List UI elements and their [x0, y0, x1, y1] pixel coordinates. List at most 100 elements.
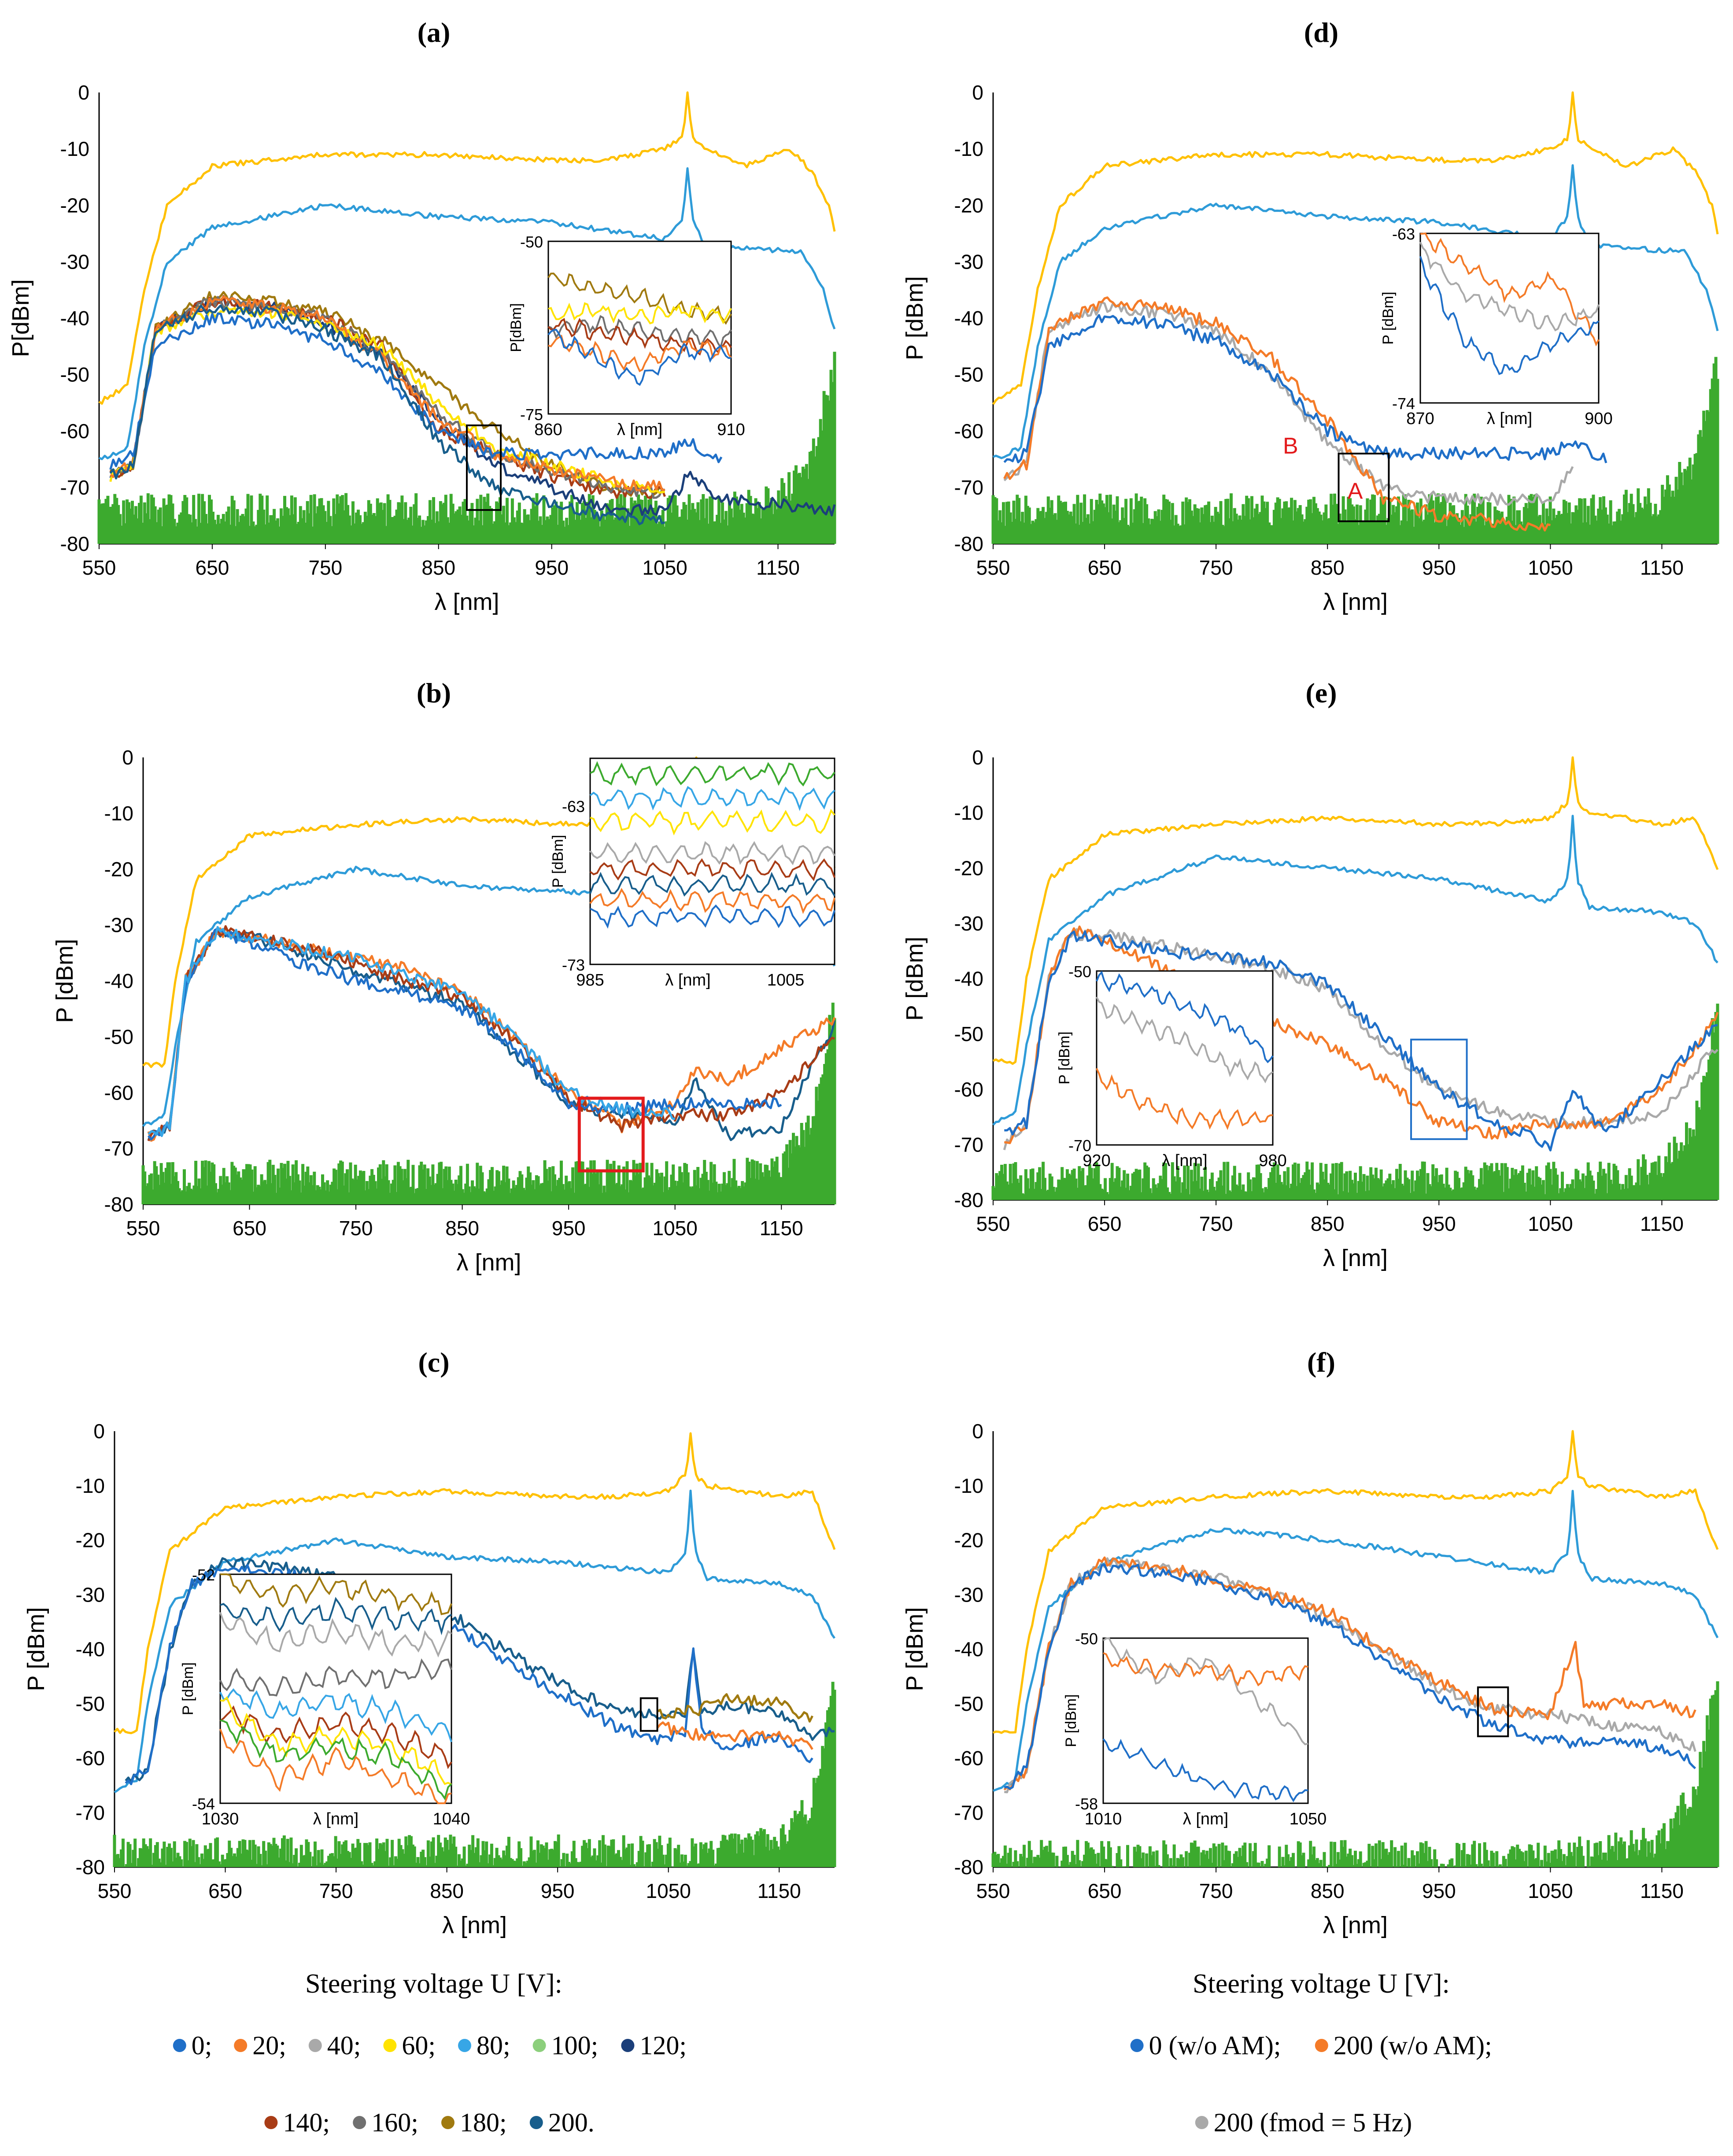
y-tick-label: -10 — [954, 137, 983, 160]
x-tick-label: 1150 — [1640, 1212, 1684, 1235]
series-line-reference-upper — [992, 91, 1719, 405]
legend-item-label: 100; — [551, 2031, 599, 2060]
inset-y-tick-label: -74 — [1392, 395, 1415, 413]
inset-y-axis-label: P [dBm] — [180, 1662, 196, 1715]
y-tick-label: -20 — [954, 194, 983, 217]
y-tick-label: -60 — [104, 1081, 133, 1104]
x-tick-label: 550 — [82, 556, 116, 579]
series-noise-floor — [991, 1681, 1719, 1867]
x-axis-label: λ [nm] — [1323, 589, 1388, 615]
legend-item-label: 40; — [327, 2031, 361, 2060]
series-noise-floor — [97, 351, 836, 544]
inset-x-tick-label: 1040 — [433, 1810, 470, 1828]
series-noise-floor — [113, 1682, 836, 1867]
inset-series-100 — [590, 761, 835, 786]
inset-series-200-fmod-5-hz- — [1102, 1637, 1308, 1746]
inset-x-tick-label: λ [nm] — [1162, 1152, 1207, 1170]
legend-marker — [532, 2039, 546, 2052]
legend-marker — [173, 2039, 186, 2052]
y-tick-label: -80 — [954, 1856, 983, 1879]
x-tick-label: 950 — [1422, 1879, 1456, 1902]
inset-x-tick-label: 985 — [576, 971, 604, 989]
x-axis-label: λ [nm] — [1323, 1912, 1388, 1938]
x-tick-label: 950 — [1422, 556, 1456, 579]
y-axis-label: P [dBm] — [902, 1607, 928, 1691]
series-line-reference-lower — [114, 1489, 836, 1794]
inset-series-20 — [589, 888, 835, 914]
inset-x-tick-label: λ [nm] — [665, 971, 710, 989]
inset-y-axis-label: P[dBm] — [508, 303, 525, 352]
legend-item-label: 200 (fmod = 5 Hz) — [1214, 2108, 1412, 2137]
inset-x-tick-label: 900 — [1585, 410, 1612, 428]
y-tick-label: -20 — [76, 1529, 105, 1552]
inset-y-tick-label: -58 — [1075, 1795, 1098, 1813]
x-tick-label: 550 — [976, 556, 1010, 579]
inset-y-tick-label: -50 — [1075, 1630, 1098, 1648]
y-tick-label: 0 — [972, 746, 983, 769]
y-tick-label: -10 — [104, 802, 133, 825]
plot-area — [113, 1432, 836, 1867]
y-tick-label: -70 — [954, 1801, 983, 1824]
inset-y-axis-label: P [dBm] — [1063, 1694, 1079, 1747]
inset-series-0-w-o-am- — [1096, 971, 1274, 1063]
inset-y-tick-label: -73 — [562, 956, 585, 974]
x-axis-label: λ [nm] — [1323, 1245, 1388, 1271]
inset-series-40 — [219, 1612, 452, 1658]
series-line-0-w-o-am- — [1004, 1563, 1696, 1790]
x-tick-label: 850 — [445, 1217, 479, 1240]
legend-marker — [234, 2039, 248, 2052]
x-tick-label: 1050 — [1528, 1879, 1573, 1902]
inset-x-tick-label: λ [nm] — [1183, 1810, 1228, 1828]
x-tick-label: 750 — [1199, 1879, 1233, 1902]
legend-marker — [441, 2116, 454, 2129]
inset-series-0-w-o-am- — [1419, 256, 1600, 375]
y-tick-label: 0 — [122, 746, 133, 769]
chart-title: (c) — [418, 1347, 449, 1378]
y-tick-label: -40 — [954, 967, 983, 990]
y-tick-label: -30 — [954, 1583, 983, 1606]
inset-x-tick-label: λ [nm] — [617, 421, 662, 439]
inset-series-100 — [220, 1719, 452, 1801]
x-tick-label: 650 — [1088, 556, 1122, 579]
y-tick-label: -50 — [954, 363, 983, 386]
legend-marker — [458, 2039, 471, 2052]
chart-title: (a) — [418, 17, 451, 48]
y-tick-label: -50 — [104, 1025, 133, 1048]
legend-item-label: 140; — [283, 2108, 330, 2137]
y-tick-label: -40 — [76, 1638, 105, 1661]
y-tick-label: -40 — [954, 307, 983, 330]
y-tick-label: -70 — [954, 476, 983, 499]
y-tick-label: -40 — [104, 970, 133, 993]
inset-frame — [219, 1573, 452, 1804]
legend-marker — [529, 2116, 543, 2129]
y-tick-label: -60 — [60, 420, 89, 443]
y-tick-label: 0 — [972, 81, 983, 104]
y-tick-label: -80 — [954, 532, 983, 555]
series-line-0-w-o-am- — [1004, 930, 1718, 1152]
series-line-reference-upper — [992, 1430, 1719, 1734]
x-tick-label: 950 — [552, 1217, 586, 1240]
legend-item-label: 0; — [192, 2031, 212, 2060]
x-tick-label: 850 — [1311, 1879, 1345, 1902]
inset-x-tick-label: 860 — [534, 421, 562, 439]
x-tick-label: 650 — [208, 1879, 242, 1902]
series-line-0 — [148, 927, 782, 1141]
legend-marker — [308, 2039, 322, 2052]
inset-x-tick-label: 1030 — [202, 1810, 239, 1828]
annotation-label: A — [1348, 479, 1363, 504]
legend-left: Steering voltage U [V]: 0; 20; 40; 60; 80; 100… — [173, 1969, 687, 2137]
inset-y-axis-label: P [dBm] — [1380, 292, 1397, 344]
inset-frame — [1096, 970, 1274, 1146]
legend-marker — [383, 2039, 397, 2052]
plot-area — [97, 91, 836, 544]
inset-y-axis-label: P [dBm] — [550, 835, 566, 888]
inset-series-180 — [220, 1573, 452, 1615]
x-tick-label: 750 — [1199, 556, 1233, 579]
series-line-200-fmod-5-hz- — [1003, 301, 1574, 506]
series-line-200 — [109, 304, 665, 525]
zoom-region-box — [1410, 1038, 1468, 1140]
x-tick-label: 1150 — [1640, 556, 1684, 579]
